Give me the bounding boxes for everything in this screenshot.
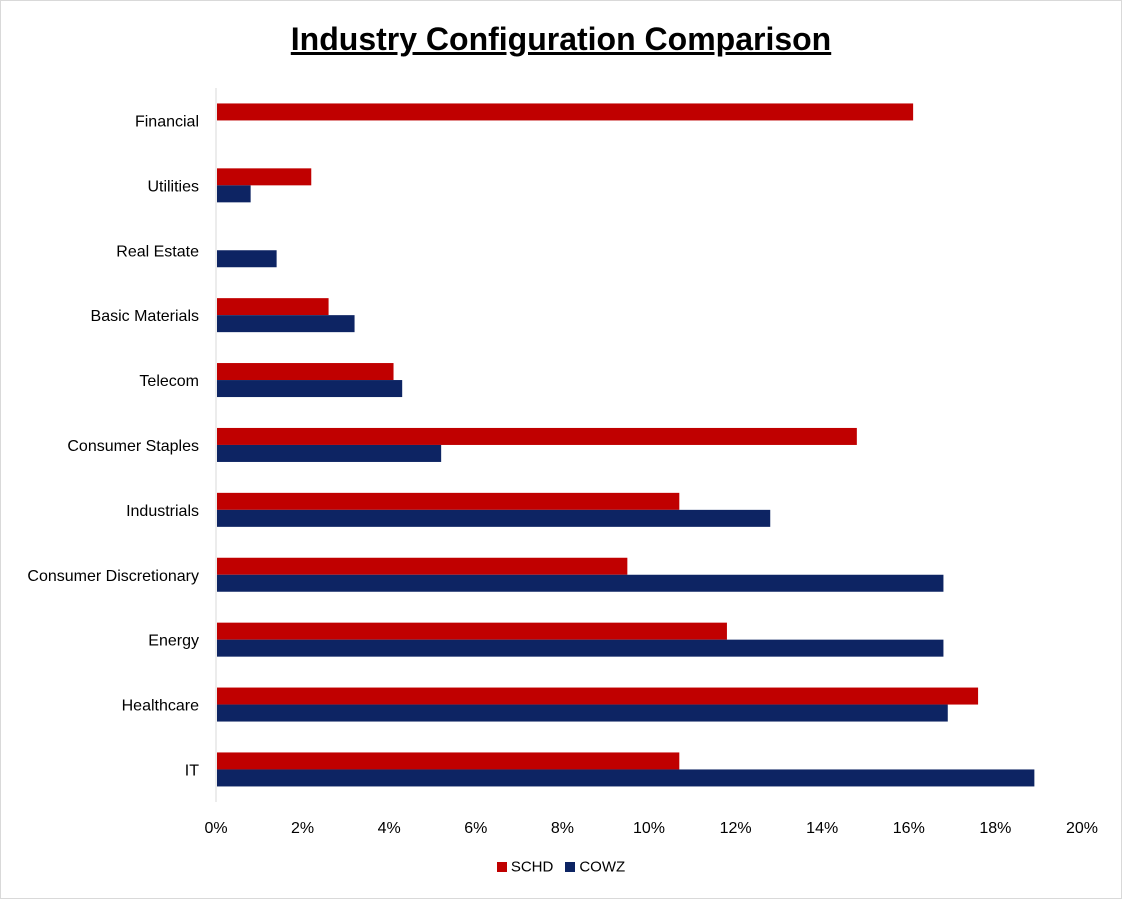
bar-cowz-real-estate	[217, 250, 277, 268]
bar-schd-consumer-staples	[217, 427, 857, 445]
bar-cowz-energy	[217, 639, 944, 657]
legend-item-cowz: COWZ	[565, 858, 625, 876]
bar-schd-it	[217, 752, 680, 770]
category-label: Telecom	[139, 373, 199, 390]
category-label: Utilities	[147, 178, 199, 195]
x-tick-label: 6%	[464, 820, 487, 837]
category-label: Consumer Discretionary	[27, 568, 199, 585]
bar-cowz-consumer-staples	[217, 444, 442, 462]
bar-cowz-telecom	[217, 380, 403, 398]
x-tick-label: 14%	[806, 820, 838, 837]
bar-cowz-it	[217, 769, 1035, 787]
category-label: Real Estate	[116, 243, 199, 260]
legend-label: COWZ	[579, 858, 626, 876]
legend-item-schd: SCHD	[496, 858, 554, 876]
chart-title: Industry Configuration Comparison	[290, 21, 832, 57]
bar-schd-healthcare	[217, 687, 979, 705]
bar-schd-industrials	[217, 492, 680, 510]
x-tick-label: 8%	[551, 820, 574, 837]
x-tick-label: 20%	[1066, 820, 1098, 837]
legend-swatch	[565, 862, 576, 873]
category-label: Energy	[148, 633, 199, 650]
x-tick-label: 10%	[633, 820, 665, 837]
category-label: IT	[185, 762, 199, 779]
legend-swatch	[496, 862, 507, 873]
bar-schd-basic-materials	[217, 298, 329, 316]
bar-schd-energy	[217, 622, 727, 640]
category-label: Healthcare	[122, 698, 199, 715]
bar-schd-financial	[217, 103, 914, 121]
bar-cowz-healthcare	[217, 704, 948, 722]
bar-cowz-basic-materials	[217, 315, 355, 333]
x-tick-label: 0%	[204, 820, 227, 837]
chart-legend: SCHD COWZ	[1, 858, 1121, 876]
bar-cowz-utilities	[217, 185, 251, 203]
category-label: Financial	[135, 113, 199, 130]
bar-schd-telecom	[217, 363, 394, 381]
bar-schd-consumer-discretionary	[217, 557, 628, 575]
legend-label: SCHD	[510, 858, 554, 876]
x-tick-label: 12%	[720, 820, 752, 837]
category-label: Basic Materials	[91, 308, 199, 325]
x-tick-label: 4%	[378, 820, 401, 837]
x-tick-label: 18%	[979, 820, 1011, 837]
x-tick-label: 16%	[893, 820, 925, 837]
category-label: Consumer Staples	[67, 438, 199, 455]
category-label: Industrials	[126, 503, 199, 520]
bar-cowz-consumer-discretionary	[217, 574, 944, 592]
bar-schd-utilities	[217, 168, 312, 186]
bar-cowz-industrials	[217, 509, 771, 527]
x-tick-label: 2%	[291, 820, 314, 837]
